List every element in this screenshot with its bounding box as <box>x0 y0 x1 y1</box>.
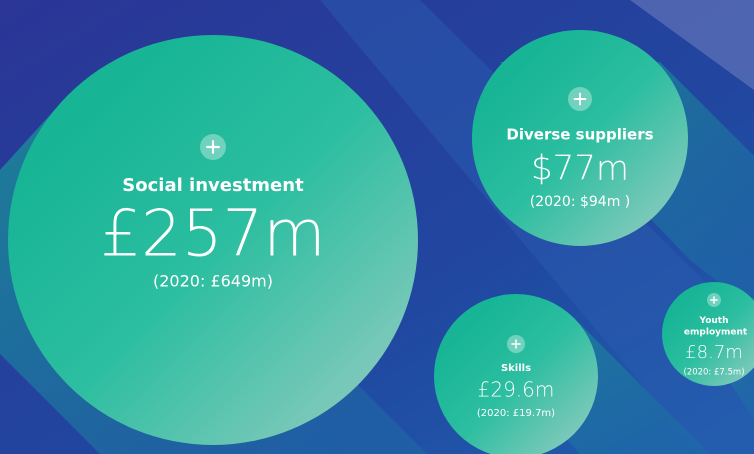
bubble-circle[interactable] <box>8 35 418 445</box>
plus-icon <box>206 140 220 154</box>
expand-button[interactable] <box>200 134 226 160</box>
bubble-previous: (2020: £649m) <box>153 272 273 291</box>
bubble-value: £257m <box>100 198 325 272</box>
bubble-circle[interactable] <box>472 30 688 246</box>
bubbles: Social investment£257m(2020: £649m)Diver… <box>8 30 754 454</box>
bubble-previous: (2020: $94m ) <box>530 194 631 210</box>
bubble-value: $77m <box>531 149 629 189</box>
bubble[interactable]: Skills £29.6m (2020: £19.7m) <box>434 294 598 454</box>
stripe <box>520 0 754 90</box>
bubble-value: £29.6m <box>478 378 555 402</box>
plus-icon <box>573 92 587 106</box>
expand-button[interactable] <box>507 335 525 353</box>
bubble-previous: (2020: £7.5m) <box>683 368 744 378</box>
plus-icon <box>511 339 521 349</box>
bubble-circle[interactable] <box>662 282 754 386</box>
bubble[interactable]: Diverse suppliers $77m (2020: $94m ) <box>472 30 688 246</box>
bubble-previous: (2020: £19.7m) <box>477 408 555 419</box>
bubble[interactable]: Youth employment £8.7m (2020: £7.5m) <box>662 282 754 386</box>
bubble-label: Diverse suppliers <box>506 126 653 144</box>
bubble-label: Skills <box>501 363 531 374</box>
plus-icon <box>710 296 718 304</box>
expand-button[interactable] <box>707 293 721 307</box>
bubble[interactable]: Social investment£257m(2020: £649m) <box>8 35 418 445</box>
bubble-label: Youth employment <box>681 316 748 338</box>
bubble-circle[interactable] <box>434 294 598 454</box>
expand-button[interactable] <box>568 87 592 111</box>
bubble-label: Social investment <box>122 175 304 196</box>
bubble-value: £8.7m <box>685 342 743 363</box>
